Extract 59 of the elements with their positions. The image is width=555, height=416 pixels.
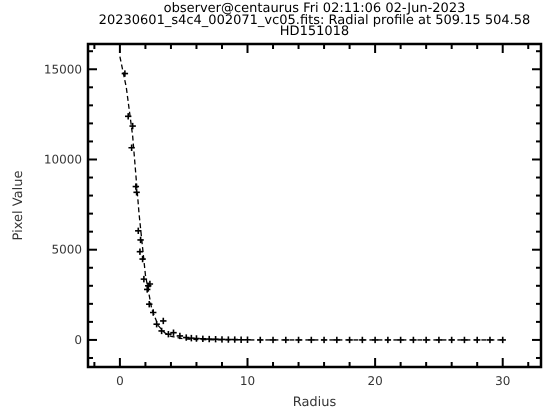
point [244, 336, 251, 343]
point [334, 336, 340, 344]
x-tick-label: 30 [495, 374, 510, 388]
point [137, 236, 144, 244]
point [139, 256, 146, 262]
point [295, 336, 302, 344]
point [129, 122, 136, 130]
x-tick-label: 20 [367, 374, 383, 388]
point [122, 70, 128, 77]
x-axis-title: Radius [292, 395, 337, 410]
point [212, 336, 219, 342]
point [135, 228, 142, 234]
y-tick-label: 0 [74, 332, 82, 347]
point [170, 330, 177, 336]
point [146, 301, 152, 308]
point [461, 336, 468, 344]
y-tick-label: 10000 [44, 152, 82, 166]
point [359, 336, 366, 344]
point [136, 248, 144, 255]
point [282, 336, 289, 344]
point [346, 336, 353, 344]
point [397, 336, 404, 344]
point [158, 328, 165, 334]
point [238, 336, 244, 343]
point [448, 336, 455, 344]
point [132, 183, 140, 190]
point [232, 336, 238, 343]
point [474, 336, 480, 344]
point [176, 332, 184, 340]
point [270, 336, 276, 344]
point [320, 336, 328, 344]
point [500, 336, 506, 344]
point [165, 330, 172, 338]
y-tick-label: 15000 [44, 62, 82, 76]
chart-subtitle: 20230601_s4c4_002071_vc05.fits: Radial profile at 509.15 504.58 HD151018 [98, 13, 530, 39]
point [225, 336, 232, 343]
point [140, 276, 148, 282]
y-axis-title: Pixel Value [11, 170, 26, 240]
point [422, 336, 430, 344]
point [124, 113, 132, 120]
point [372, 336, 378, 344]
point [150, 309, 156, 316]
point [160, 318, 166, 324]
point [153, 321, 160, 328]
x-tick-label: 10 [240, 374, 256, 388]
point [206, 336, 212, 342]
x-tick-label: 0 [116, 374, 124, 388]
point [200, 336, 206, 342]
point [486, 336, 494, 344]
point [193, 335, 200, 342]
point [218, 336, 226, 343]
point [410, 336, 417, 344]
point [436, 336, 442, 344]
y-tick-label: 5000 [51, 242, 82, 257]
point [257, 336, 264, 344]
point [308, 336, 315, 344]
point [133, 189, 140, 196]
point [384, 336, 392, 344]
point [128, 144, 135, 151]
